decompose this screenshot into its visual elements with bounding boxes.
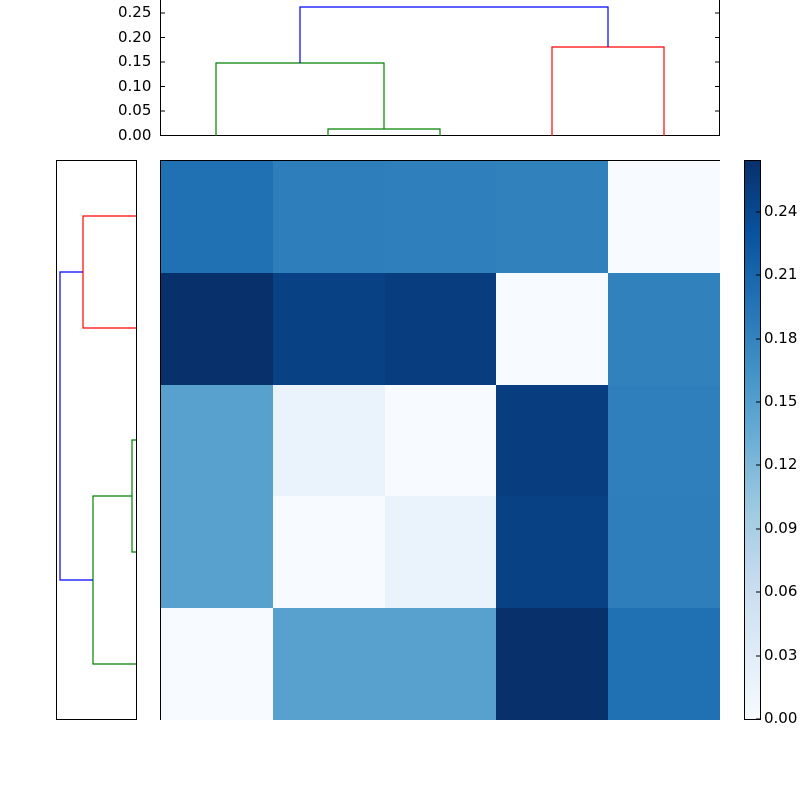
ytick-label: 0.15 xyxy=(118,52,152,70)
ytick-label: 0.20 xyxy=(118,28,152,46)
heatmap-cell xyxy=(161,496,273,609)
colorbar-tick: 0.06 xyxy=(764,582,798,600)
heatmap-cell xyxy=(608,608,720,720)
ytick-label: 0.05 xyxy=(118,101,152,119)
heatmap-cell xyxy=(608,496,720,609)
heatmap-cell xyxy=(384,608,497,720)
heatmap-cell xyxy=(496,384,609,497)
heatmap-cell xyxy=(161,608,273,720)
heatmap-cell xyxy=(608,272,720,385)
heatmap-cell xyxy=(161,161,273,273)
heatmap-cell xyxy=(496,272,609,385)
colorbar-tick: 0.21 xyxy=(764,265,798,283)
ytick-label: 0.10 xyxy=(118,77,152,95)
heatmap-cell xyxy=(608,161,720,273)
heatmap-cell xyxy=(384,161,497,273)
heatmap-cell xyxy=(496,608,609,720)
colorbar-tick: 0.15 xyxy=(764,392,798,410)
heatmap-cell xyxy=(161,384,273,497)
heatmap-cell xyxy=(272,384,385,497)
heatmap-cell xyxy=(608,384,720,497)
heatmap-cell xyxy=(272,161,385,273)
ytick-label: 0.25 xyxy=(118,3,152,21)
colorbar-tick: 0.24 xyxy=(764,202,798,220)
colorbar-tick: 0.03 xyxy=(764,646,798,664)
colorbar-tick: 0.12 xyxy=(764,455,798,473)
heatmap-cell xyxy=(384,496,497,609)
heatmap-cell xyxy=(496,161,609,273)
heatmap xyxy=(161,161,720,720)
heatmap-cell xyxy=(384,272,497,385)
heatmap-cell xyxy=(272,608,385,720)
colorbar-tick: 0.09 xyxy=(764,519,798,537)
heatmap-cell xyxy=(272,272,385,385)
heatmap-cell xyxy=(161,272,273,385)
ytick-label: 0.00 xyxy=(118,126,152,144)
heatmap-cell xyxy=(496,496,609,609)
heatmap-cell xyxy=(384,384,497,497)
colorbar-tick: 0.00 xyxy=(764,709,798,727)
heatmap-cell xyxy=(272,496,385,609)
colorbar-tick: 0.18 xyxy=(764,329,798,347)
